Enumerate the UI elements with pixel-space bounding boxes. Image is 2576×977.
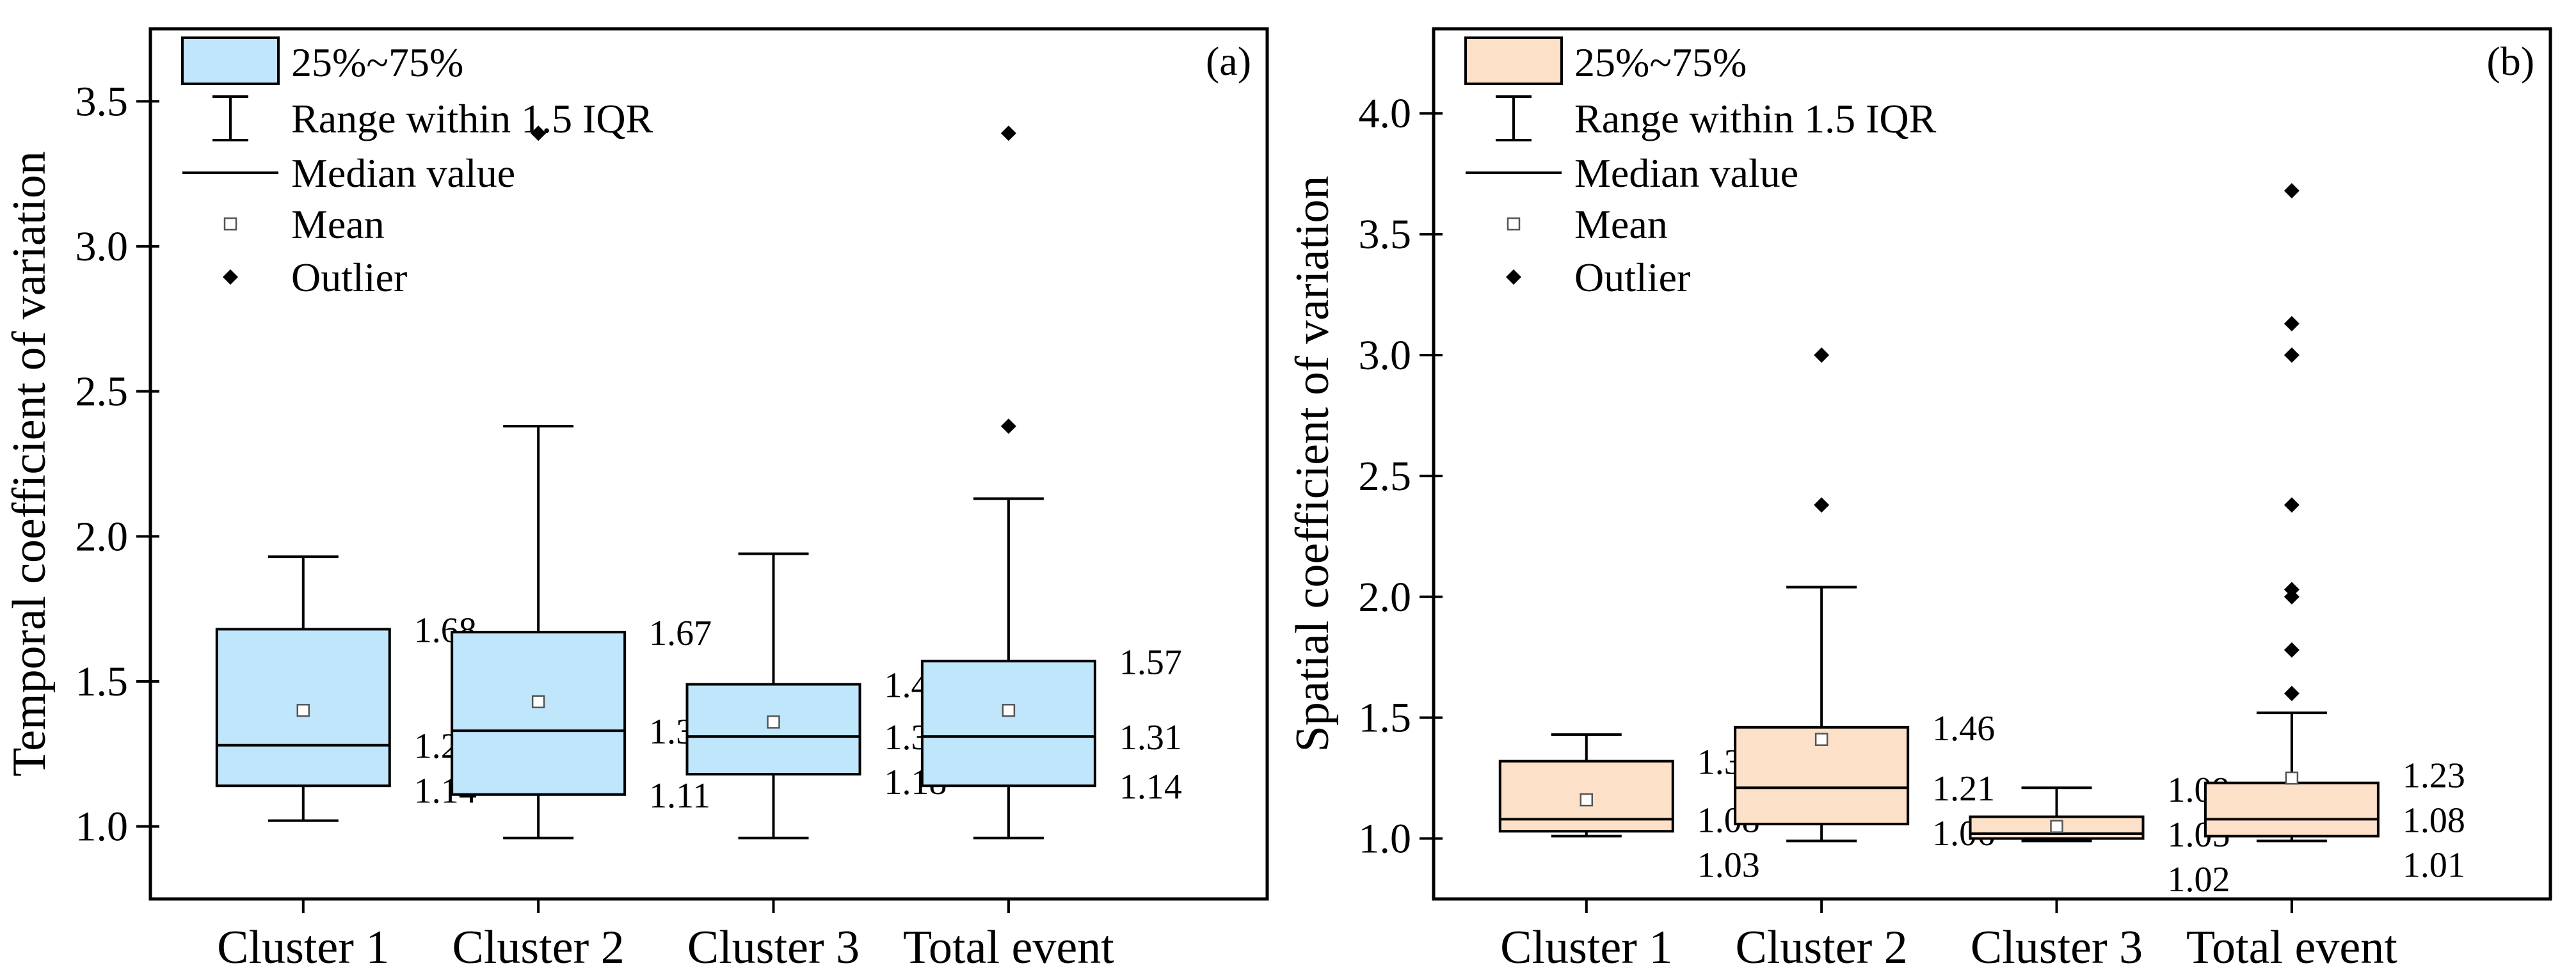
box-group: 1.491.311.18 [685,552,947,839]
q1-value-label: 1.11 [649,776,710,816]
box-group: 1.57 1.31 1.14 [920,125,1182,839]
x-category-label: Total event [2186,921,2397,974]
legend-label: Mean [1574,202,1668,247]
y-axis-title: Spatial coefficient of variation [1286,176,1339,752]
legend: 25%~75% Range within 1.5 IQR Median value M… [1464,36,1937,300]
x-category-label: Cluster 2 [1736,921,1908,974]
y-tick-label: 1.0 [1359,816,1412,862]
outlier-point [1000,125,1016,141]
q1-value-label: 1.03 [1697,845,1760,885]
iqr-box [451,630,627,796]
box-group: 1.671.331.11 [451,125,712,839]
q3-value-label: 1.23 [2403,756,2465,795]
outlier-point [1000,418,1016,434]
y-tick-label: 3.0 [76,223,129,270]
mean-marker [1814,733,1828,746]
q3-value-label: 1.46 [1932,709,1995,749]
x-category-label: Cluster 2 [452,921,625,974]
legend-mean-symbol [223,217,237,231]
outlier-point [531,125,547,141]
y-tick-label: 1.5 [76,658,129,705]
x-category-label: Cluster 3 [687,921,860,974]
outlier-point [2284,497,2300,513]
outlier-point [2284,685,2300,701]
mean-marker [1002,704,1016,717]
q3-value-label: 1.67 [649,614,712,653]
legend-label: Median value [291,150,515,196]
legend-label: Outlier [1574,255,1690,300]
x-category-label: Cluster 1 [1500,921,1672,974]
mean-marker [2050,820,2063,833]
plot-frame [148,27,1269,901]
box-group: 1.461.211.06 [1734,347,1995,854]
outlier-point [2284,347,2300,363]
median-value-label: 1.31 [1119,718,1182,758]
legend-label: Mean [291,202,385,247]
y-tick-label: 4.0 [1359,90,1412,137]
y-tick-label: 3.0 [1359,332,1412,379]
outlier-point [2284,582,2300,598]
legend: 25%~75% Range within 1.5 IQR Median value M… [181,36,653,300]
y-tick-label: 3.5 [1359,211,1412,258]
q1-value-label: 1.14 [1119,767,1182,807]
q3-value-label: 1.57 [1119,642,1182,682]
mean-marker [296,704,310,717]
y-tick-label: 2.5 [1359,453,1412,500]
median-value-label: 1.21 [1932,769,1995,809]
panel-label: (a) [1206,38,1251,84]
y-axis-title: Temporal coefficient of variation [3,151,56,777]
plot-frame [1432,27,2552,901]
legend-label: 25%~75% [1574,40,1747,85]
box-group: 1.681.281.14 [215,555,477,822]
legend-mean-symbol [1507,217,1521,231]
x-category-label: Cluster 1 [217,921,389,974]
legend-box-swatch [1464,36,1563,85]
mean-marker [1580,793,1594,807]
legend-label: 25%~75% [291,40,463,85]
legend-label: Range within 1.5 IQR [1574,96,1937,141]
mean-marker [767,715,780,729]
mean-marker [2285,771,2299,785]
y-tick-label: 2.5 [76,369,129,415]
legend-outlier-symbol [223,269,238,285]
box-group: 1.23 1.08 1.01 [2204,183,2465,885]
y-tick-label: 1.5 [1359,695,1412,742]
median-value-label: 1.08 [2403,800,2465,840]
y-tick-label: 1.0 [76,804,129,850]
iqr-box [2204,781,2380,838]
x-category-label: Total event [903,921,1114,974]
y-tick-label: 2.0 [76,513,129,560]
panel-a: 1.0 1.5 2.0 2.5 3.0 3.5 Temporal coefficient o… [3,27,1269,974]
legend-label: Median value [1574,150,1798,196]
mean-marker [531,695,545,708]
q1-value-label: 1.02 [2168,860,2230,900]
iqr-box [920,660,1096,788]
panel-b: 1.0 1.5 2.0 2.5 3.0 3.5 4.0 Spatial coefficient… [1286,27,2552,974]
legend-label: Outlier [291,255,407,300]
outlier-point [2284,315,2300,331]
panel-label: (b) [2486,38,2534,84]
legend-label: Range within 1.5 IQR [291,96,653,141]
outlier-point [2284,642,2300,658]
box-group: 1.321.081.03 [1498,733,1760,885]
x-category-label: Cluster 3 [1971,921,2143,974]
box-group: 1.091.051.02 [1969,770,2230,900]
q1-value-label: 1.01 [2403,845,2465,885]
outlier-point [2284,183,2300,199]
outlier-point [1814,347,1830,363]
outlier-point [1814,497,1830,513]
y-tick-label: 3.5 [76,78,129,125]
iqr-box [685,683,861,776]
y-tick-label: 2.0 [1359,574,1412,621]
legend-box-swatch [181,36,280,85]
legend-outlier-symbol [1506,269,1521,285]
